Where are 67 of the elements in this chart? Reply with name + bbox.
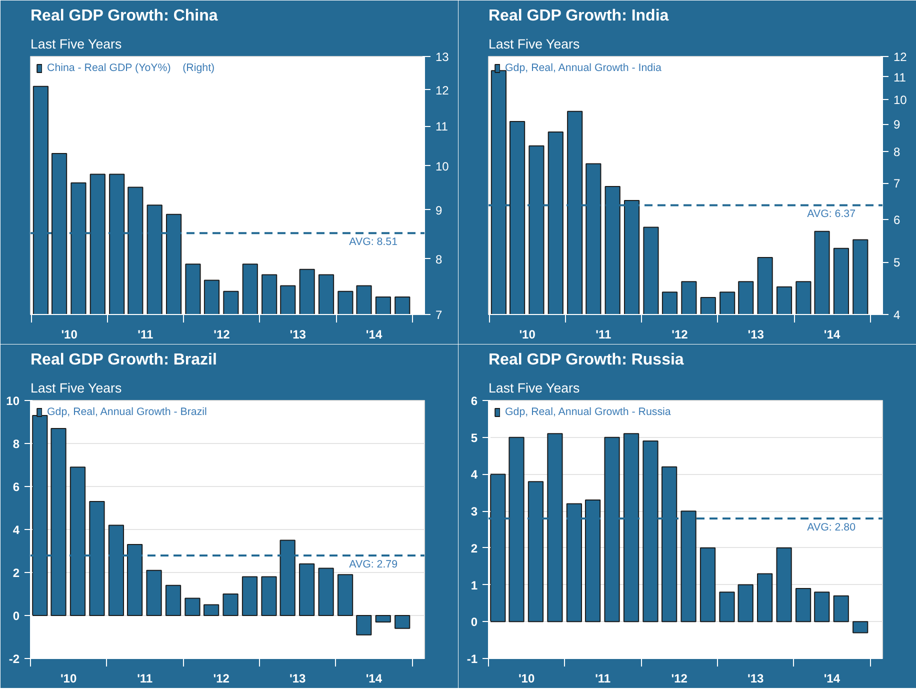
legend-label: China - Real GDP (YoY%) (Right) [47,62,215,74]
y-tick-label: 2 [12,566,20,580]
x-tick-label: '10 [61,328,78,342]
x-tick-label: '10 [519,328,536,342]
y2-tick-label: 7 [894,176,900,191]
x-tick-label: '13 [748,328,764,342]
chart-subtitle: Last Five Years [488,36,580,52]
x-tick-label: '11 [137,672,153,686]
x-tick-label: '12 [671,672,688,686]
y-tick-label: 5 [470,430,478,445]
y-tick-label: 6 [12,480,20,494]
y-tick-label: 2 [470,541,478,556]
ref-line-label: AVG: 6.37 [807,208,856,220]
y-tick-label: 4 [470,468,478,482]
y2-tick-label: 6 [894,212,900,227]
y-tick-label: 0 [470,615,478,630]
chart-subtitle: Last Five Years [488,380,580,396]
x-tick-label: '13 [290,328,306,342]
x-tick-label: '12 [214,328,230,342]
chart-subtitle: Last Five Years [30,36,122,52]
y2-tick-label: 10 [436,159,450,174]
chart-subtitle: Last Five Years [30,380,122,396]
y2-tick-label: 11 [436,120,448,134]
chart-title: Real GDP Growth: Brazil [30,352,217,368]
y2-tick-label: 11 [894,70,906,84]
y-tick-label: 10 [6,394,20,408]
x-tick-label: '14 [824,328,840,342]
chart-title: Real GDP Growth: Russia [488,352,684,368]
y-tick-label: 8 [12,437,20,451]
legend-label: Gdp, Real, Annual Growth - India [505,62,662,74]
x-tick-label: '14 [366,672,382,686]
y2-tick-label: 13 [436,50,450,64]
x-tick-label: '14 [824,672,840,686]
ref-line-label: AVG: 2.80 [807,521,856,534]
y2-tick-label: 9 [436,203,442,218]
y2-tick-label: 10 [894,92,908,107]
legend-label: Gdp, Real, Annual Growth - Russia [505,406,671,418]
x-tick-label: '11 [138,328,154,342]
y-tick-label: 1 [470,578,478,592]
x-tick-label: '10 [60,672,77,686]
ref-line-label: AVG: 8.51 [349,236,398,248]
y2-tick-label: 7 [436,308,442,322]
legend-label: Gdp, Real, Annual Growth - Brazil [47,406,207,418]
y-tick-label: 3 [470,504,478,519]
chart-title: Real GDP Growth: India [488,8,669,24]
y-tick-label: -1 [466,652,478,666]
x-tick-label: '14 [366,328,382,342]
y2-tick-label: 9 [894,118,900,132]
y2-tick-label: 5 [894,256,900,270]
y2-tick-label: 8 [894,145,900,160]
x-tick-label: '12 [213,672,230,686]
y2-tick-label: 12 [894,50,908,64]
y2-tick-label: 12 [436,83,450,98]
x-tick-label: '13 [290,672,306,686]
x-tick-label: '13 [748,672,764,686]
y-tick-label: 4 [12,523,20,537]
ref-line-label: AVG: 2.79 [349,558,398,571]
x-tick-label: '12 [672,328,688,342]
chart-title: Real GDP Growth: China [30,8,218,24]
y2-tick-label: 8 [436,252,442,266]
y2-tick-label: 4 [894,308,900,322]
x-tick-label: '11 [595,672,611,686]
y-tick-label: 0 [12,609,20,623]
x-tick-label: '11 [596,328,612,342]
y-tick-label: -2 [8,652,20,666]
x-tick-label: '10 [518,672,535,686]
y-tick-label: 6 [470,394,478,408]
